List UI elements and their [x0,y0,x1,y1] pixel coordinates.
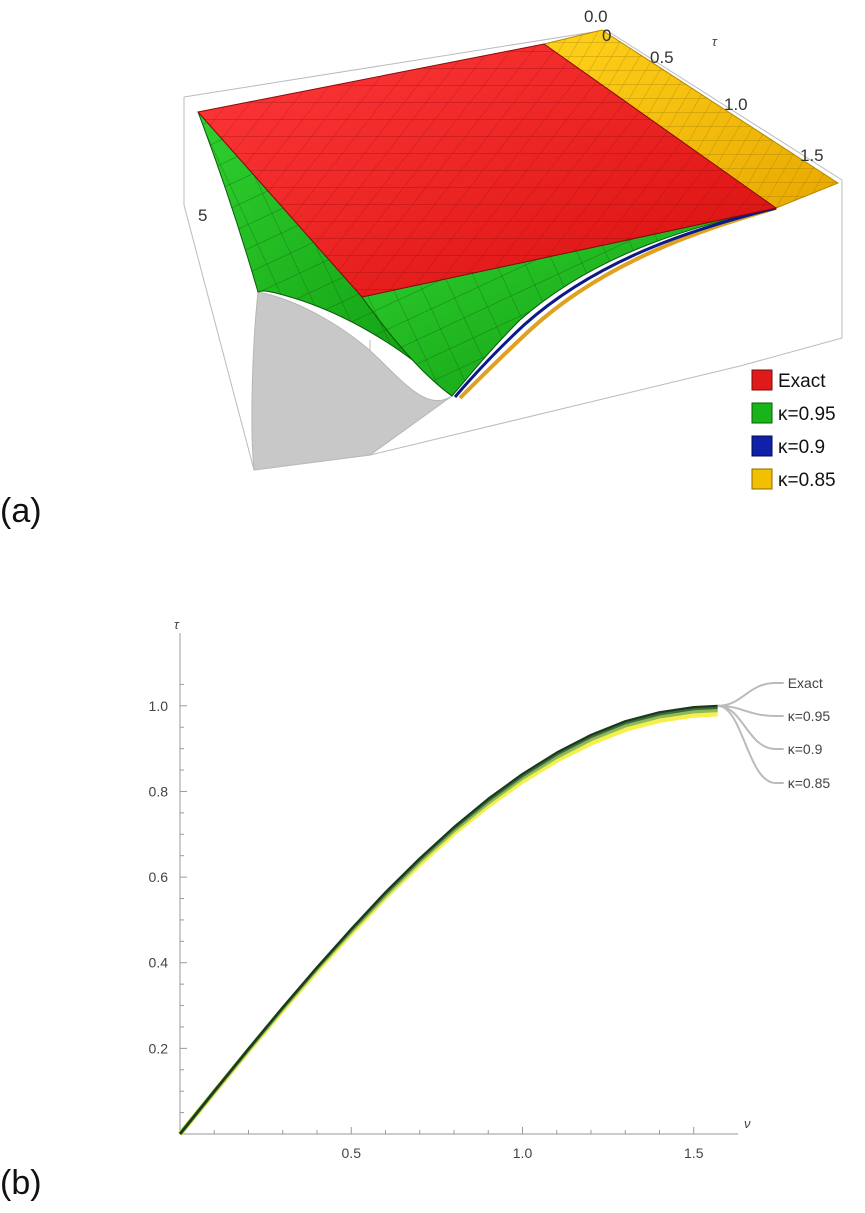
surface-edge-kappa-085 [458,206,777,400]
legend-swatch-kappa-095 [751,402,773,424]
legend-callout-line [717,704,784,784]
series-line-2 [178,708,718,1136]
second-axis-tick: 0 [602,26,611,45]
tau-tick: 0.0 [584,7,608,26]
svg-text:Exact: Exact [778,371,826,392]
x-tick-label: 0.5 [342,1145,362,1161]
legend-label: κ=0.95 [788,708,831,724]
legend-callout-line [717,682,784,707]
legend-b: Exact κ=0.95 κ=0.9 κ=0.85 [717,675,831,791]
series-line-1 [178,706,718,1135]
panel-label-b: (b) [0,1164,42,1202]
legend-callout-line [717,704,784,717]
legend-swatch-kappa-085 [751,468,773,490]
series-line-3 [178,711,718,1136]
plot-lines [178,704,718,1136]
y-tick-label: 1.0 [149,698,169,714]
surface-plot-a: τ 0.0 0 0.5 1.0 1.5 5 Exact κ=0.95 κ=0.9… [183,7,843,491]
y-axis-label: τ [174,617,180,632]
tau-tick: 0.5 [650,48,674,67]
legend-label: Exact [788,675,823,691]
bounding-box [183,29,843,456]
legend-item-kappa-09: κ=0.9 [751,435,825,458]
svg-text:κ=0.9: κ=0.9 [778,437,825,458]
tau-axis-label: τ [712,34,718,49]
svg-text:κ=0.95: κ=0.95 [778,404,836,425]
legend-swatch-kappa-09 [751,435,773,457]
y-tick-label: 0.2 [149,1040,169,1056]
tau-tick: 1.0 [724,95,748,114]
legend-item-kappa-095: κ=0.95 [751,402,836,425]
legend-item-kappa-085: κ=0.85 [751,468,836,491]
vertical-axis-tick: 5 [198,206,207,225]
legend-swatch-exact [751,369,773,391]
legend-a: Exact κ=0.95 κ=0.9 κ=0.85 [751,369,836,491]
surface-edge-kappa-09 [453,206,777,398]
x-tick-label: 1.0 [513,1145,533,1161]
y-tick-label: 0.6 [149,869,169,885]
svg-text:κ=0.85: κ=0.85 [778,470,836,491]
x-tick-label: 1.5 [684,1145,704,1161]
y-tick-label: 0.4 [149,955,169,971]
legend-label: κ=0.9 [788,741,823,757]
legend-item-exact: Exact [751,369,826,392]
panel-label-a: (a) [0,492,42,530]
plot-axes: 0.5 1.0 1.5 0.2 0.4 0.6 0.8 1.0 τ ν [149,617,751,1161]
y-tick-label: 0.8 [149,783,169,799]
series-line-0 [179,704,718,1135]
tau-tick: 1.5 [800,146,824,165]
surface-floor [251,291,453,471]
legend-label: κ=0.85 [788,775,831,791]
line-plot-b: 0.5 1.0 1.5 0.2 0.4 0.6 0.8 1.0 τ ν Exact κ=0.95 κ=… [149,617,831,1161]
x-axis-label: ν [744,1116,751,1131]
